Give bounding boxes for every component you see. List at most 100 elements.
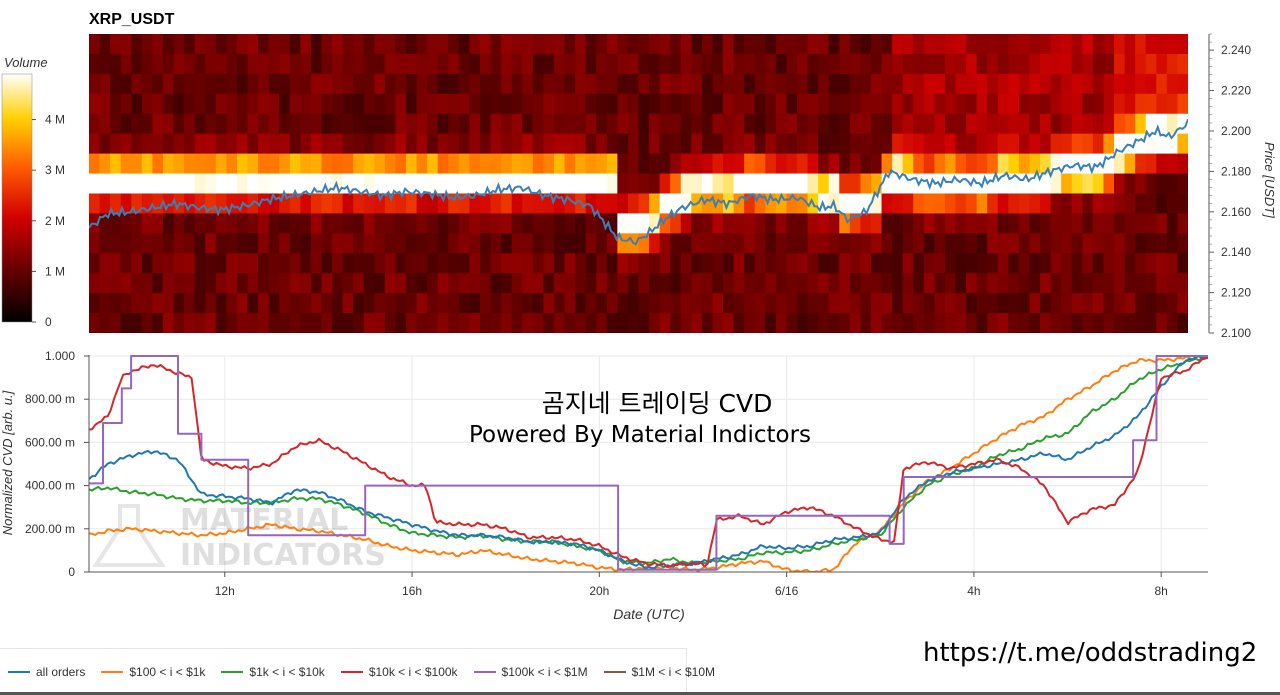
heatmap-cell bbox=[659, 313, 671, 333]
heatmap-cell bbox=[1061, 213, 1073, 234]
heatmap-cell bbox=[522, 233, 534, 254]
heatmap-cell bbox=[162, 34, 175, 55]
heatmap-cell bbox=[839, 113, 851, 135]
heatmap-cell bbox=[1177, 193, 1188, 214]
heatmap-cell bbox=[997, 34, 1009, 55]
heatmap-cell bbox=[1018, 213, 1031, 234]
heatmap-cell bbox=[395, 253, 407, 274]
heatmap-cell bbox=[775, 253, 788, 274]
heatmap-cell bbox=[374, 53, 386, 75]
heatmap-cell bbox=[543, 113, 555, 135]
heatmap-cell bbox=[881, 53, 893, 75]
heatmap-cell bbox=[448, 293, 460, 314]
heatmap-cell bbox=[99, 73, 111, 95]
heatmap-cell bbox=[374, 273, 386, 294]
heatmap-cell bbox=[152, 293, 164, 314]
heatmap-cell bbox=[162, 113, 175, 135]
heatmap-cell bbox=[638, 53, 650, 75]
heatmap-cell bbox=[268, 253, 280, 274]
heatmap-cell bbox=[184, 173, 196, 195]
heatmap-cell bbox=[913, 34, 925, 55]
heatmap-cell bbox=[427, 173, 439, 195]
heatmap-cell bbox=[427, 213, 439, 234]
heatmap-cell bbox=[638, 293, 650, 314]
heatmap-cell bbox=[818, 93, 830, 115]
heatmap-cell bbox=[236, 253, 249, 274]
heatmap-cell bbox=[701, 93, 714, 115]
heatmap-cell bbox=[617, 213, 629, 234]
heatmap-cell bbox=[680, 233, 692, 254]
heatmap-cell bbox=[110, 313, 122, 333]
heatmap-cell bbox=[184, 193, 196, 214]
heatmap-cell bbox=[184, 253, 196, 274]
heatmap-cell bbox=[342, 253, 354, 274]
heatmap-cell bbox=[1061, 173, 1073, 195]
heatmap-cell bbox=[976, 313, 988, 333]
heatmap-cell bbox=[89, 93, 101, 115]
heatmap-cell bbox=[596, 213, 608, 234]
heatmap-cell bbox=[1177, 233, 1188, 254]
heatmap-cell bbox=[585, 93, 597, 115]
heatmap-cell bbox=[1156, 193, 1168, 214]
heatmap-cell bbox=[511, 293, 523, 314]
heatmap-cell bbox=[321, 193, 333, 214]
heatmap-cell bbox=[1166, 73, 1179, 95]
heatmap-cell bbox=[691, 113, 703, 135]
legend-item-100-1k[interactable]: $100 < i < $1k bbox=[101, 665, 205, 679]
heatmap-cell bbox=[1029, 173, 1041, 195]
heatmap-cell bbox=[131, 173, 143, 195]
heatmap-cell bbox=[997, 293, 1009, 314]
heatmap-cell bbox=[691, 313, 703, 333]
price-tick-label: 2.240 bbox=[1221, 43, 1251, 57]
heatmap-cell bbox=[205, 34, 217, 55]
heatmap-cell bbox=[701, 133, 714, 155]
heatmap-cell bbox=[89, 73, 101, 95]
heatmap-cell bbox=[1124, 53, 1136, 75]
heatmap-cell bbox=[501, 34, 513, 55]
telegram-link[interactable]: https://t.me/oddstrading2 bbox=[923, 638, 1258, 668]
heatmap-cell bbox=[902, 293, 914, 314]
heatmap-cell bbox=[490, 34, 502, 55]
heatmap-cell bbox=[966, 34, 978, 55]
heatmap-cell bbox=[416, 73, 428, 95]
heatmap-cell bbox=[363, 233, 375, 254]
heatmap-cell bbox=[110, 233, 122, 254]
legend-item-all-orders[interactable]: all orders bbox=[8, 665, 85, 679]
heatmap-cell bbox=[173, 53, 185, 75]
heatmap-cell bbox=[448, 93, 460, 115]
heatmap-cell bbox=[923, 193, 935, 214]
heatmap-cell bbox=[691, 34, 703, 55]
heatmap-cell bbox=[913, 53, 925, 75]
heatmap-cell bbox=[469, 213, 481, 234]
heatmap-cell bbox=[818, 293, 830, 314]
heatmap-cell bbox=[1177, 213, 1188, 234]
heatmap-cell bbox=[902, 53, 914, 75]
heatmap-cell bbox=[1008, 293, 1020, 314]
heatmap-cell bbox=[775, 93, 788, 115]
heatmap-cell bbox=[892, 273, 904, 294]
heatmap-cell bbox=[427, 93, 439, 115]
legend-item-1m-10m[interactable]: $1M < i < $10M bbox=[603, 665, 715, 679]
legend-item-10k-100k[interactable]: $10k < i < $100k bbox=[340, 665, 458, 679]
heatmap-cell bbox=[1018, 233, 1031, 254]
heatmap-cell bbox=[1018, 153, 1031, 175]
heatmap-cell bbox=[987, 293, 999, 314]
heatmap-cell bbox=[1018, 193, 1031, 214]
heatmap-cell bbox=[458, 133, 471, 155]
heatmap-cell bbox=[617, 253, 629, 274]
legend-item-100k-1m[interactable]: $100k < i < $1M bbox=[473, 665, 588, 679]
heatmap-cell bbox=[680, 253, 692, 274]
heatmap-cell bbox=[120, 253, 132, 274]
legend-item-1k-10k[interactable]: $1k < i < $10k bbox=[221, 665, 325, 679]
heatmap-cell bbox=[1092, 34, 1105, 55]
heatmap-cell bbox=[279, 73, 291, 95]
heatmap-cell bbox=[1177, 253, 1188, 274]
heatmap-cell bbox=[754, 153, 766, 175]
heatmap-cell bbox=[479, 73, 492, 95]
cvd-y-tick-label: 0 bbox=[68, 565, 75, 579]
heatmap-cell bbox=[194, 153, 206, 175]
heatmap-cell bbox=[310, 273, 323, 294]
heatmap-cell bbox=[881, 193, 893, 214]
heatmap-cell bbox=[173, 213, 185, 234]
heatmap-cell bbox=[691, 153, 703, 175]
